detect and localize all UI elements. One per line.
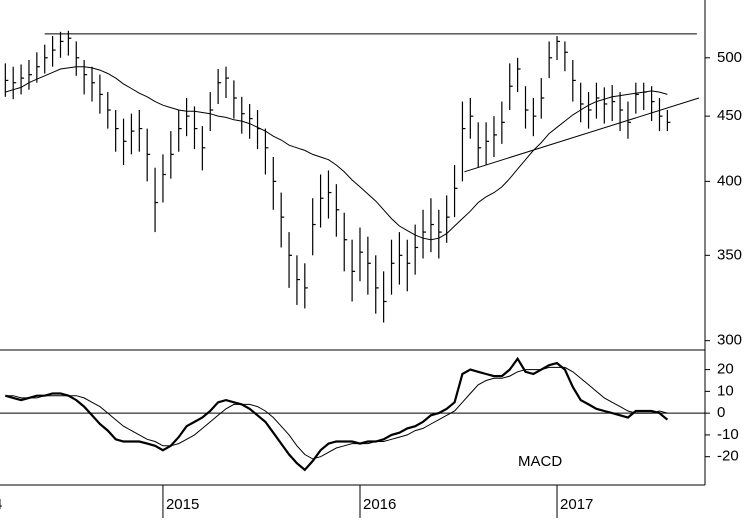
y-tick-label: -10 <box>717 426 739 443</box>
x-tick-label: 2017 <box>560 496 593 513</box>
y-tick-label: 500 <box>717 49 742 66</box>
macd-line <box>5 356 669 472</box>
macd-line <box>5 366 668 460</box>
x-tick-label: 2015 <box>166 496 199 513</box>
trend-line <box>464 97 700 173</box>
moving-average <box>5 66 668 241</box>
x-tick-label: 2014 <box>0 496 2 513</box>
x-tick-label: 2016 <box>363 496 396 513</box>
indicator-label: MACD <box>518 453 562 470</box>
y-tick-label: 10 <box>717 382 734 399</box>
y-tick-label: 300 <box>717 332 742 349</box>
y-tick-label: 450 <box>717 107 742 124</box>
y-tick-label: 400 <box>717 172 742 189</box>
y-tick-label: 0 <box>717 404 725 421</box>
y-tick-label: -20 <box>717 448 739 465</box>
y-tick-label: 20 <box>717 361 734 378</box>
y-tick-label: 350 <box>717 246 742 263</box>
plot-area: 2014 2015 2016 2017 MACD <box>0 30 700 513</box>
